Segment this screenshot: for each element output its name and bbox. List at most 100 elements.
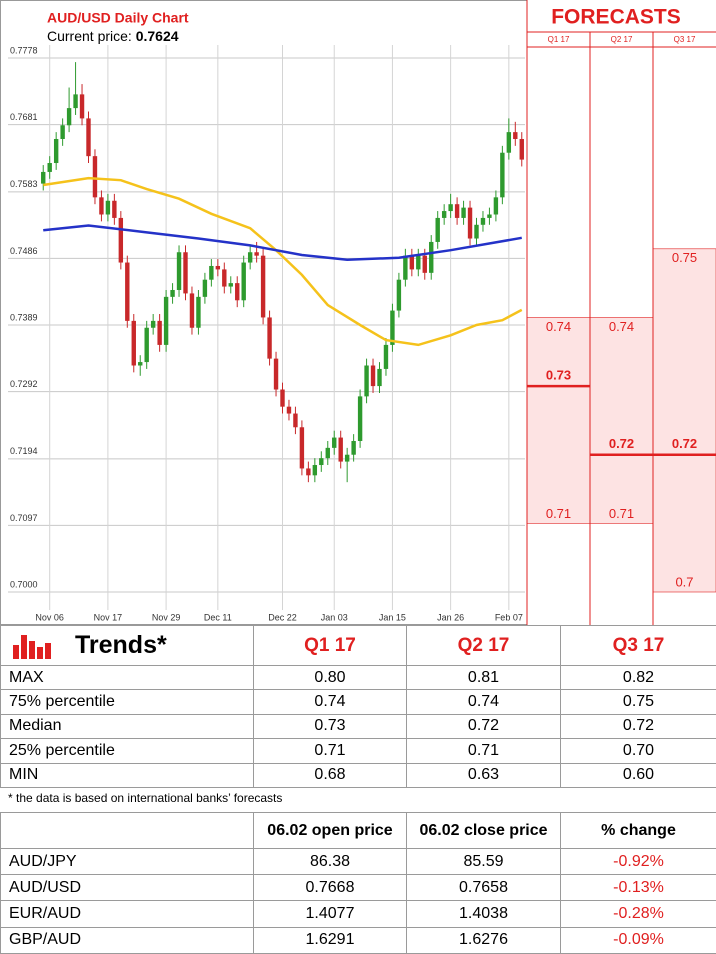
value-cell: 86.38 [253, 847, 407, 876]
row-label: MIN [0, 762, 254, 788]
candle-body [435, 217, 440, 242]
q75-label: 0.75 [672, 250, 697, 265]
candle-body [293, 413, 298, 428]
candle-body [241, 262, 246, 301]
candle-body [319, 458, 324, 466]
trends-icon [13, 634, 51, 659]
note: * the data is based on international ban… [8, 791, 283, 805]
current-price-value: 0.7624 [136, 28, 179, 44]
candle-body [163, 296, 169, 345]
candle-body [461, 207, 466, 218]
forecast-box [589, 317, 654, 524]
q25-label: 0.7 [675, 574, 693, 589]
q25-label: 0.71 [546, 506, 571, 521]
value-cell: 0.81 [406, 664, 561, 691]
candle-body [396, 279, 402, 311]
x-tick-label: Feb 07 [495, 612, 523, 622]
forecast-box [652, 248, 716, 593]
candle-body [215, 265, 221, 270]
value-cell: -0.09% [560, 926, 716, 954]
header-cell: Trends* [0, 625, 254, 666]
candle-body [370, 365, 376, 387]
candle-body [403, 255, 408, 280]
row-label: Median [0, 713, 254, 740]
candle-body [150, 320, 156, 328]
table-row: MIN 0.68 0.63 0.60 [0, 762, 716, 788]
candle-body [357, 396, 363, 441]
header-cell [0, 812, 254, 849]
median-label: 0.72 [609, 436, 634, 451]
candle-body [183, 252, 188, 294]
candle-body [454, 204, 460, 218]
value-cell: 0.68 [253, 762, 407, 788]
row-label: EUR/AUD [0, 900, 254, 928]
candle-body [474, 224, 479, 239]
candle-body [209, 265, 214, 280]
candle-body [422, 255, 427, 273]
candle-body [196, 296, 201, 328]
column-header: 06.02 close price [406, 812, 561, 849]
candle-body [325, 447, 330, 459]
value-cell: 0.70 [560, 738, 716, 764]
table-row: 75% percentile 0.74 0.74 0.75 [0, 689, 716, 715]
candle-body [519, 138, 524, 160]
candle-body [254, 252, 259, 256]
column-header: % change [560, 812, 716, 849]
value-cell: 0.63 [406, 762, 561, 788]
candle-body [267, 317, 272, 359]
value-cell: 0.80 [253, 664, 407, 691]
row-label: MAX [0, 664, 254, 691]
candle-body [86, 118, 91, 157]
candle-body [429, 241, 434, 273]
table-row: EUR/AUD 1.4077 1.4038 -0.28% [0, 900, 716, 928]
x-tick-label: Jan 03 [321, 612, 348, 622]
x-tick-label: Nov 29 [152, 612, 181, 622]
candle-body [487, 214, 492, 218]
value-cell: 1.4077 [253, 900, 407, 928]
candle-body [383, 344, 389, 369]
candle-body [41, 171, 46, 184]
chart: 0.7778 0.7681 0.7583 0.7486 0.7389 0.7292 0.71… [0, 0, 716, 625]
value-cell: 0.73 [253, 713, 407, 740]
value-cell: 0.74 [253, 689, 407, 715]
x-tick-label: Jan 26 [437, 612, 464, 622]
value-cell: 0.7658 [406, 874, 561, 902]
value-cell: 1.4038 [406, 900, 561, 928]
candle-body [176, 252, 182, 290]
candle-body [228, 283, 233, 287]
table-row: AUD/JPY 86.38 85.59 -0.92% [0, 847, 716, 876]
candle-body [312, 465, 318, 476]
candle-body [513, 132, 518, 139]
candle-body [202, 279, 208, 297]
candle-body [79, 94, 85, 119]
y-tick-label: 0.7486 [10, 246, 38, 256]
candle-body [299, 427, 305, 469]
candle-body [118, 217, 124, 263]
header-row: 06.02 open price 06.02 close price% chang… [0, 812, 716, 849]
candle-body [390, 310, 395, 345]
value-cell: 85.59 [406, 847, 561, 876]
candle-body [66, 108, 72, 126]
row-label: AUD/JPY [0, 847, 254, 876]
column-header: 06.02 open price [253, 812, 407, 849]
candle-body [480, 217, 486, 225]
candle-body [60, 125, 65, 139]
current-price: Current price: 0.7624 [47, 28, 179, 44]
y-tick-label: 0.7000 [10, 579, 38, 589]
value-cell: 0.82 [560, 664, 716, 691]
value-cell: 1.6291 [253, 926, 407, 954]
q75-label: 0.74 [609, 319, 634, 334]
header-row: Trends* Q1 17 Q2 17 Q3 17 [0, 625, 716, 666]
y-tick-label: 0.7097 [10, 513, 38, 523]
value-cell: -0.28% [560, 900, 716, 928]
forecast-box [526, 317, 591, 524]
row-label: 75% percentile [0, 689, 254, 715]
candle-body [351, 440, 356, 455]
candle-body [344, 454, 350, 462]
candle-body [222, 269, 227, 287]
candle-body [73, 94, 78, 109]
candle-body [280, 389, 285, 407]
candle-body [306, 468, 311, 476]
candle-body [125, 262, 130, 321]
